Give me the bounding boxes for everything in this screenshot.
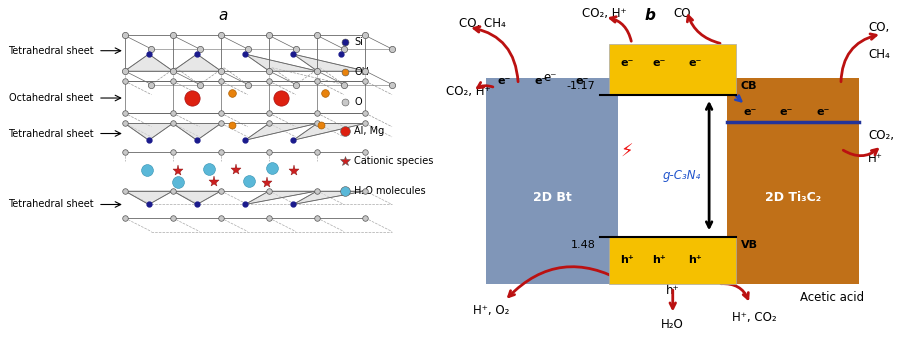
Polygon shape — [173, 123, 221, 140]
Text: b: b — [644, 8, 655, 23]
Text: Tetrahedral sheet: Tetrahedral sheet — [8, 46, 94, 56]
Bar — [609, 44, 736, 95]
Text: h⁺: h⁺ — [688, 255, 702, 265]
Text: h⁺: h⁺ — [620, 255, 634, 265]
Text: O: O — [355, 97, 362, 107]
Bar — [727, 78, 860, 284]
Text: CO, CH₄: CO, CH₄ — [459, 17, 506, 30]
Text: H⁺, CO₂: H⁺, CO₂ — [733, 311, 777, 324]
Text: CO₂,: CO₂, — [868, 129, 895, 142]
Text: H⁺: H⁺ — [868, 152, 883, 165]
Polygon shape — [173, 54, 221, 71]
Text: Acetic acid: Acetic acid — [800, 291, 864, 304]
Text: g-C₃N₄: g-C₃N₄ — [662, 169, 701, 182]
Polygon shape — [245, 123, 317, 140]
Text: e⁻: e⁻ — [688, 57, 702, 68]
Text: a: a — [218, 8, 228, 23]
Text: e⁻: e⁻ — [816, 106, 830, 117]
Text: CO₂, H⁺: CO₂, H⁺ — [582, 7, 627, 20]
Text: Si: Si — [355, 37, 363, 47]
Text: Al, Mg: Al, Mg — [355, 126, 384, 137]
Polygon shape — [293, 54, 365, 71]
Polygon shape — [245, 191, 317, 204]
Bar — [486, 78, 618, 284]
Polygon shape — [293, 123, 365, 140]
Text: e⁻: e⁻ — [544, 71, 557, 84]
Polygon shape — [173, 191, 221, 204]
Text: 1.48: 1.48 — [571, 240, 596, 250]
Text: ⚡: ⚡ — [621, 143, 634, 161]
Text: OH: OH — [355, 67, 369, 77]
Text: H₂O molecules: H₂O molecules — [355, 186, 426, 196]
Text: CO₂, H⁺: CO₂, H⁺ — [446, 85, 491, 98]
Text: 2D Bt: 2D Bt — [533, 191, 572, 204]
Text: e⁻: e⁻ — [621, 57, 634, 68]
Text: e⁻: e⁻ — [623, 63, 635, 73]
Text: e⁻: e⁻ — [575, 76, 589, 86]
Polygon shape — [125, 191, 173, 204]
Text: e⁻: e⁻ — [535, 76, 547, 86]
Text: -1.17: -1.17 — [567, 81, 596, 91]
Text: CH₄: CH₄ — [868, 48, 890, 61]
Text: e⁻: e⁻ — [652, 57, 666, 68]
Text: Cationic species: Cationic species — [355, 156, 434, 166]
Text: CB: CB — [741, 81, 758, 91]
Text: e⁻: e⁻ — [779, 106, 793, 117]
Text: e⁻: e⁻ — [698, 58, 711, 71]
Text: Tetrahedral sheet: Tetrahedral sheet — [8, 199, 94, 210]
Text: e⁻: e⁻ — [498, 76, 511, 86]
Text: Octahedral sheet: Octahedral sheet — [9, 93, 94, 103]
Text: VB: VB — [741, 240, 758, 250]
Text: h⁺: h⁺ — [666, 284, 680, 297]
Polygon shape — [245, 54, 317, 71]
Text: CO: CO — [673, 7, 690, 20]
Text: H₂O: H₂O — [662, 318, 684, 331]
Text: h⁺: h⁺ — [652, 255, 666, 265]
Text: H⁺, O₂: H⁺, O₂ — [472, 305, 509, 317]
Text: CO,: CO, — [868, 21, 889, 33]
Bar — [609, 237, 736, 284]
Text: 2D Ti₃C₂: 2D Ti₃C₂ — [765, 191, 822, 204]
Polygon shape — [125, 54, 173, 71]
Text: e⁻: e⁻ — [743, 106, 757, 117]
Polygon shape — [125, 123, 173, 140]
Text: Tetrahedral sheet: Tetrahedral sheet — [8, 128, 94, 139]
Polygon shape — [293, 191, 365, 204]
